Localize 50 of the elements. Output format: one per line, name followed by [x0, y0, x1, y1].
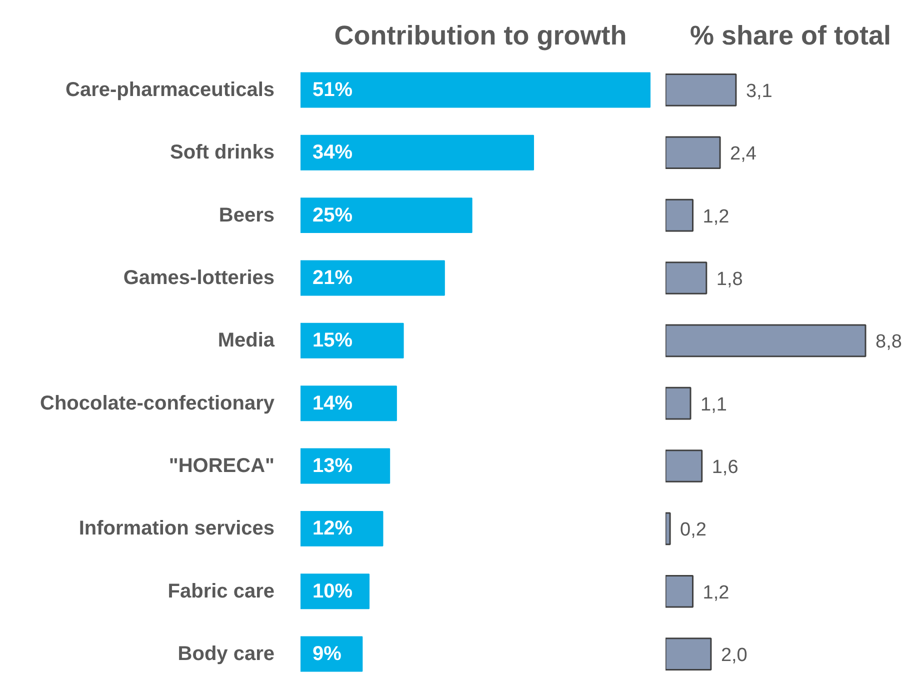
data-label: 1,2 [702, 582, 730, 604]
y-tick-label: Soft drinks [170, 142, 274, 164]
bar [666, 74, 737, 106]
data-label: 1,8 [716, 268, 743, 290]
bar [300, 134, 534, 170]
data-label: 9% [312, 643, 342, 666]
bar [666, 638, 712, 670]
bar [300, 510, 384, 546]
bar [300, 448, 390, 484]
data-label: 21% [312, 266, 353, 289]
bar [666, 198, 694, 232]
y-tick-label: Beers [218, 204, 275, 226]
bar [666, 136, 721, 170]
bar [300, 72, 651, 108]
data-label: 1,1 [700, 394, 727, 416]
chart-title: Contribution to growth [334, 20, 627, 50]
y-tick-label: Care-pharmaceuticals [66, 78, 274, 101]
data-label: 51% [312, 78, 353, 101]
data-label: 1,2 [702, 206, 730, 228]
bar [666, 512, 671, 546]
data-label: 2,4 [730, 144, 757, 165]
bar [666, 262, 708, 294]
y-tick-label: Games-lotteries [123, 266, 274, 289]
data-label: 10% [312, 580, 353, 602]
data-label: 0,2 [680, 520, 706, 541]
chart-title: % share of total [690, 20, 892, 50]
data-label: 12% [312, 518, 353, 540]
data-label: 14% [312, 392, 353, 414]
bar [666, 386, 692, 420]
bar [300, 260, 445, 296]
data-label: 34% [312, 142, 353, 164]
data-label: 2,0 [720, 645, 748, 666]
bar [666, 450, 703, 482]
bar [300, 198, 472, 234]
bar [300, 386, 397, 422]
y-tick-label: Media [218, 330, 276, 352]
data-label: 3,1 [746, 80, 772, 102]
y-tick-label: Information services [78, 518, 274, 540]
bar [300, 322, 404, 358]
data-label: 15% [312, 330, 353, 352]
data-label: 8,8 [876, 332, 902, 353]
data-label: 25% [312, 204, 353, 226]
y-tick-label: Fabric care [168, 580, 275, 602]
y-tick-label: "HORECA" [168, 455, 275, 478]
y-tick-label: Chocolate-confectionary [40, 392, 276, 414]
bar [666, 574, 694, 608]
data-label: 13% [312, 455, 353, 478]
data-label: 1,6 [712, 457, 738, 478]
y-tick-label: Body care [178, 643, 275, 666]
bar [666, 324, 866, 358]
